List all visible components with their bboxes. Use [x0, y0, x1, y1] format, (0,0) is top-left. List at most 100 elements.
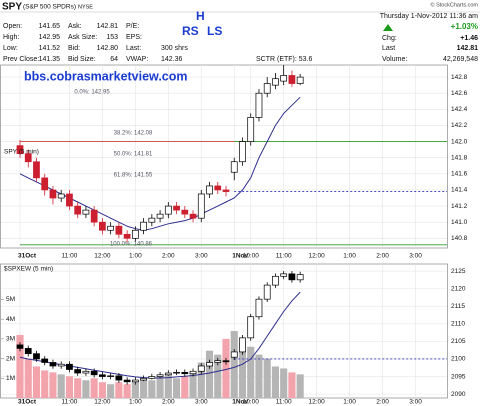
candle-body	[272, 275, 279, 286]
symbol: SPY	[2, 2, 22, 13]
candle-body	[189, 213, 197, 219]
candle-body	[99, 374, 106, 377]
volume-bar	[65, 376, 74, 398]
change-pct: +1.03%	[451, 22, 478, 31]
candle-body	[156, 374, 164, 377]
y-tick-label: 2105	[451, 338, 466, 345]
quote-value: 141.52	[39, 45, 61, 52]
x-tick-label: 11:00	[62, 399, 78, 406]
quote-value: 142.95	[39, 34, 61, 41]
volume-bar	[280, 368, 288, 398]
candle-body	[214, 185, 222, 191]
volume-bar	[82, 380, 90, 398]
quote-label: VWAP:	[126, 56, 148, 63]
candle-body	[288, 75, 296, 84]
fib-label: 61.8%: 141.55	[114, 173, 153, 179]
x-tick-label: 12:00	[94, 253, 111, 260]
y-tick-label: 141.8	[451, 154, 468, 161]
quote-label: High:	[3, 34, 19, 41]
candle-body	[189, 370, 197, 375]
candle-body	[197, 193, 205, 219]
panel-frame	[0, 64, 448, 249]
volume-bar	[271, 366, 280, 398]
x-tick-label: 11:00	[62, 253, 78, 260]
legend: $SPXEW (5 min)	[4, 266, 53, 273]
x-tick-label: 12:00	[94, 399, 111, 406]
volume-bar	[98, 382, 106, 398]
quote-label: Ask Size:	[68, 34, 97, 41]
candle-body	[16, 344, 24, 349]
quote-label: Prev Close:	[3, 56, 39, 63]
candle-body	[90, 209, 98, 223]
legend: SPY (5 min)	[4, 149, 39, 156]
volume-bar	[107, 384, 115, 398]
quote-value: 141.35	[39, 56, 61, 63]
y-tick-label: 2115	[451, 303, 465, 310]
x-tick-label: 1Nov	[232, 399, 248, 406]
annotation-mark: RS	[182, 24, 199, 38]
y-tick-label: 2120	[451, 285, 466, 292]
annotation-mark: LS	[207, 24, 222, 38]
candle-body	[296, 76, 304, 84]
volume-bar	[140, 378, 148, 398]
y-tick-label: 142.8	[451, 74, 468, 81]
candle-body	[247, 316, 255, 339]
site: bbs.cobrasmarketview.com	[24, 69, 188, 83]
x-tick-label: 11:00	[276, 253, 292, 260]
last: 142.81	[457, 45, 479, 52]
volume-bar	[90, 378, 98, 398]
candle-body	[131, 229, 139, 239]
candle-body	[24, 153, 32, 163]
candle-body	[230, 351, 238, 358]
volume-bar	[16, 334, 24, 398]
candle-body	[140, 221, 147, 231]
candle-body	[66, 363, 73, 370]
quote-label: P/E:	[126, 23, 139, 30]
y-tick-label: 141.4	[451, 187, 468, 194]
x-tick-label: 1:00	[343, 253, 356, 260]
quote-label: Ask:	[68, 23, 82, 30]
candle-body	[206, 185, 213, 195]
sctr: SCTR (ETF): 53.6	[256, 56, 313, 63]
x-tick-label: 1:00	[343, 399, 356, 406]
y-tick-label: 2100	[451, 356, 466, 363]
candle-body	[57, 193, 65, 199]
candle-body	[181, 371, 189, 375]
quote-label: Open:	[3, 23, 22, 30]
volume-label: Volume:	[382, 56, 407, 63]
fib-label: 38.2%: 142.08	[114, 131, 153, 137]
volume-bar	[189, 372, 197, 398]
candle-body	[115, 225, 123, 235]
volume-bar	[74, 378, 82, 398]
x-tick-label: 3:00	[409, 253, 422, 260]
volume-bar	[57, 374, 65, 398]
volume-bar	[148, 380, 156, 398]
quote-value: 142.80	[97, 45, 119, 52]
candle-body	[222, 360, 230, 363]
up-arrow	[383, 24, 393, 31]
volume-tick-label: 5M	[6, 296, 15, 303]
fib-label: 50.0%: 141.81	[114, 152, 153, 158]
quote-value: 300 shrs	[161, 45, 188, 52]
candle-body	[41, 358, 49, 363]
quote-label: Last:	[126, 45, 141, 52]
candle-body	[280, 75, 288, 82]
candle-body	[57, 363, 65, 367]
y-tick-label: 141.6	[451, 171, 468, 178]
copyright: © StockCharts.com	[431, 1, 479, 8]
volume-bar	[247, 346, 255, 398]
y-tick-label: 142.0	[451, 138, 468, 145]
chg-label: Chg:	[382, 35, 397, 42]
candle-body	[16, 145, 24, 155]
volume-bar	[32, 366, 41, 398]
quote-label: Bid:	[68, 45, 80, 52]
volume-tick-label: 3M	[6, 336, 15, 343]
x-tick-label: 3:00	[195, 399, 208, 406]
candle-body	[272, 78, 279, 86]
volume-bar	[24, 358, 32, 398]
volume-bar	[172, 378, 181, 398]
candle-body	[263, 83, 271, 94]
x-tick-label: 31Oct	[18, 399, 37, 406]
candle-body	[140, 377, 147, 381]
